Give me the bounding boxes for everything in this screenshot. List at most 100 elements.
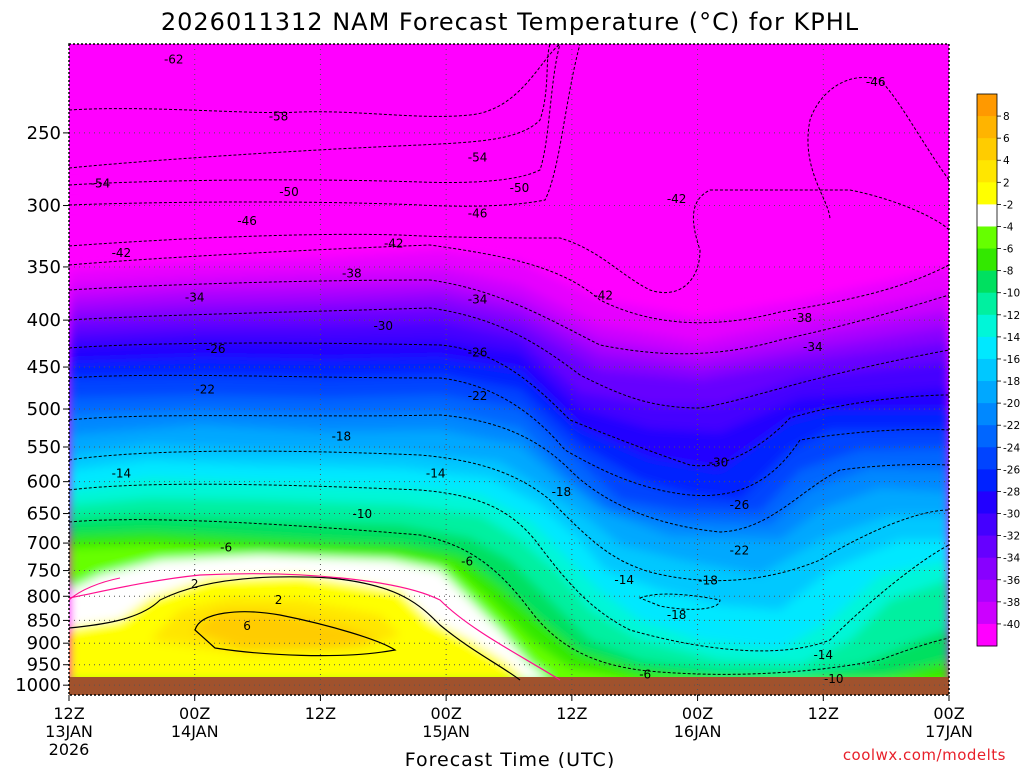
x-tick-label: 00Z: [933, 704, 964, 723]
colorbar-swatch: [977, 601, 997, 625]
contour-label: -18: [552, 485, 572, 499]
contour-label: -14: [813, 648, 833, 662]
colorbar-label: 6: [1003, 133, 1010, 145]
contour-label: -30: [373, 319, 393, 333]
contour-label: -6: [220, 541, 232, 555]
x-tick-label: 17JAN: [925, 722, 973, 741]
contour-label: 2: [275, 593, 283, 607]
colorbar-label: -30: [1003, 509, 1020, 521]
contour-label: -38: [793, 311, 813, 325]
contour-minus42: [69, 189, 949, 294]
x-axis-label: Forecast Time (UTC): [405, 749, 615, 768]
contour-minus18b: [638, 593, 721, 610]
contour-label: -18: [667, 608, 687, 622]
colorbar-label: -10: [1003, 288, 1020, 300]
contour-label: -6: [461, 554, 473, 568]
colorbar-swatch: [977, 314, 997, 338]
y-tick-label: 1000: [15, 675, 61, 696]
colorbar-label: -34: [1003, 553, 1020, 565]
contour-minus38: [69, 244, 949, 324]
colorbar-label: -36: [1003, 575, 1020, 587]
plot-area: -62-58-54-54-50-50-46-46-46-42-42-42-42-…: [69, 44, 949, 695]
contour-label: 2: [191, 577, 199, 591]
contour-minus46: [69, 44, 581, 207]
band-6: [190, 612, 380, 648]
y-tick-label: 450: [27, 357, 61, 378]
grid-lines: [69, 44, 949, 695]
contour-label: -54: [91, 177, 111, 191]
contour-label: -22: [468, 389, 488, 403]
x-tick-label: 00Z: [179, 704, 210, 723]
x-tick-label: 12Z: [556, 704, 587, 723]
contour-label: -22: [730, 543, 750, 557]
contour-minus26: [69, 342, 949, 467]
contour-label: -26: [468, 346, 488, 360]
contour-minus50: [69, 44, 561, 186]
y-tick-label: 750: [27, 561, 61, 582]
contour-label: -34: [803, 340, 823, 354]
colorbar-label: -28: [1003, 486, 1020, 498]
y-tick-label: 400: [27, 310, 61, 331]
contour-minus46b: [807, 76, 949, 221]
contour-label: -42: [384, 236, 404, 250]
contour-minus54: [69, 44, 551, 169]
contour-label: -46: [237, 214, 257, 228]
contour-label: -30: [709, 456, 729, 470]
x-tick-label: 00Z: [682, 704, 713, 723]
colorbar-swatch: [977, 226, 997, 250]
contour-label: -18: [698, 574, 718, 588]
contour-label: -14: [112, 467, 132, 481]
colorbar-swatch: [977, 292, 997, 316]
x-tick-label: 13JAN: [45, 722, 93, 741]
colorbar: 8 6 4 2 -2 -4 -6 -8 -10 -12 -14 -16 -18 -20 -22 -24 -26 -…: [976, 93, 1020, 647]
contour-label: -54: [468, 151, 488, 165]
contour-minus58: [69, 44, 561, 117]
colorbar-label: -40: [1003, 619, 1020, 631]
contour-label: -38: [342, 267, 362, 281]
colorbar-label: -22: [1003, 420, 1020, 432]
contour-minus10: [69, 483, 949, 652]
contour-label: -42: [667, 192, 687, 206]
colorbar-label: -38: [1003, 597, 1020, 609]
colorbar-swatch: [977, 623, 997, 647]
colorbar-swatch: [977, 403, 997, 426]
chart-title: 2026011312 NAM Forecast Temperature (°C)…: [161, 8, 859, 36]
terrain-ground: [69, 677, 949, 695]
colorbar-swatch: [977, 425, 997, 448]
warm-contours: [69, 576, 521, 681]
x-tick-label: 00Z: [430, 704, 461, 723]
x-tick-label: 16JAN: [674, 722, 722, 741]
contour-label: -50: [510, 181, 530, 195]
colorbar-swatch: [977, 513, 997, 537]
y-tick-label: 850: [27, 610, 61, 631]
plot-border: [68, 43, 950, 696]
contour-label-group: -62-58-54-54-50-50-46-46-46-42-42-42-42-…: [91, 53, 886, 687]
x-tick-label: 12Z: [305, 704, 336, 723]
contour-label: -46: [468, 206, 488, 220]
colorbar-swatch: [977, 182, 997, 205]
contour-minus22: [69, 374, 949, 497]
y-tick-label: 650: [27, 504, 61, 525]
colorbar-label: -12: [1003, 310, 1020, 322]
colorbar-label: -2: [1003, 199, 1013, 211]
colorbar-swatch: [977, 491, 997, 515]
contour-lines: [69, 44, 949, 675]
y-axis: 2503003504004505005506006507007508008509…: [15, 123, 69, 696]
y-tick-label: 350: [27, 257, 61, 278]
x-tick-label: 14JAN: [171, 722, 219, 741]
colorbar-swatch: [977, 160, 997, 183]
colorbar-swatch: [977, 579, 997, 603]
colorbar-label: 2: [1003, 177, 1010, 189]
contour-label: -34: [185, 291, 205, 305]
colorbar-label: -4: [1003, 221, 1014, 233]
contour-minus30: [69, 307, 949, 409]
colorbar-swatch: [977, 469, 997, 492]
colorbar-swatch: [977, 381, 997, 404]
contour-label: -62: [164, 53, 184, 67]
contour-label: -10: [824, 672, 844, 686]
y-tick-label: 700: [27, 533, 61, 554]
y-tick-label: 550: [27, 437, 61, 458]
colorbar-label: -8: [1003, 266, 1013, 278]
contour-label: -42: [112, 246, 132, 260]
